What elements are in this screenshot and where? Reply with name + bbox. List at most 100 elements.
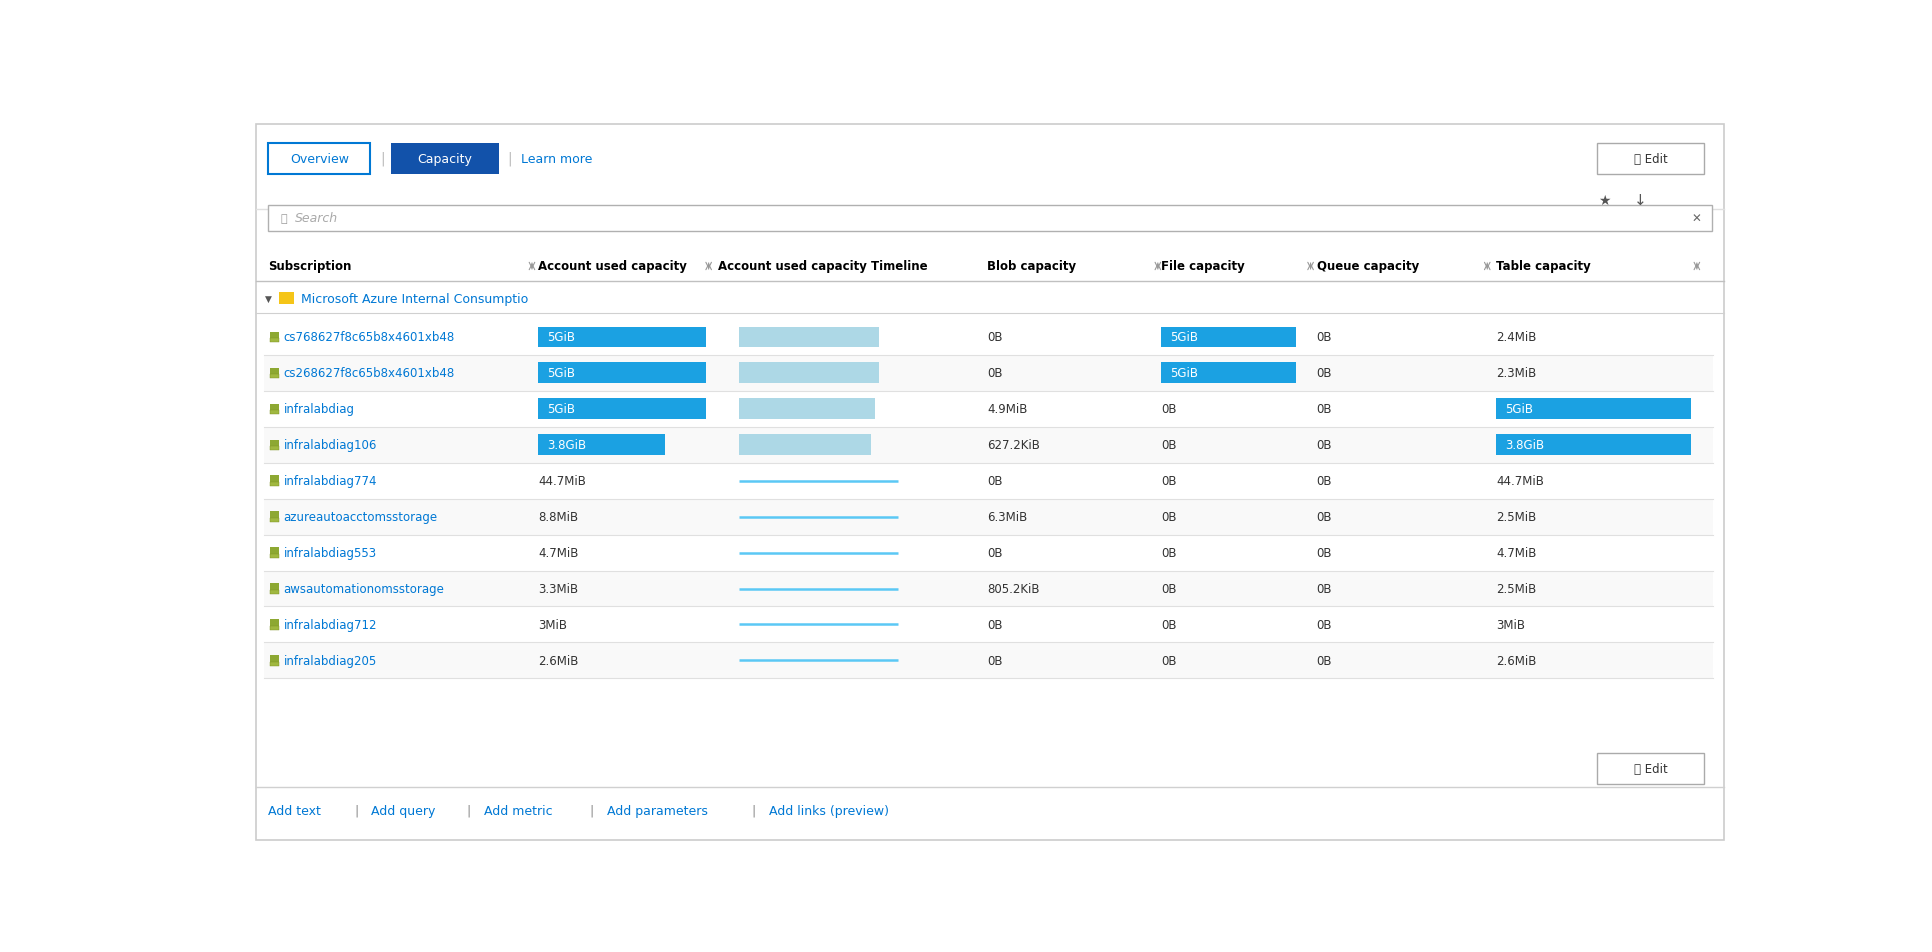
Bar <box>265 535 1714 571</box>
Text: 0B: 0B <box>1161 510 1177 524</box>
Text: 2.6MiB: 2.6MiB <box>1495 654 1536 667</box>
Bar <box>270 339 278 343</box>
Text: |: | <box>585 804 599 817</box>
Text: 5GiB: 5GiB <box>1171 367 1198 380</box>
Bar <box>537 327 705 347</box>
Bar <box>265 499 1714 535</box>
Text: 0B: 0B <box>1316 654 1331 667</box>
Text: 2.5MiB: 2.5MiB <box>1495 583 1536 595</box>
Bar <box>270 547 278 558</box>
Text: 0B: 0B <box>1316 367 1331 380</box>
Text: 5GiB: 5GiB <box>1171 331 1198 344</box>
Text: 3.3MiB: 3.3MiB <box>537 583 578 595</box>
Text: 0B: 0B <box>987 546 1003 560</box>
Text: 6.3MiB: 6.3MiB <box>987 510 1028 524</box>
Bar <box>270 554 278 558</box>
Text: 2.6MiB: 2.6MiB <box>537 654 578 667</box>
Bar <box>265 606 1714 643</box>
Bar <box>270 375 278 379</box>
Text: 2.5MiB: 2.5MiB <box>1495 510 1536 524</box>
Bar <box>265 571 1714 606</box>
Text: 44.7MiB: 44.7MiB <box>537 475 585 487</box>
Text: 0B: 0B <box>1161 475 1177 487</box>
Text: ↓: ↓ <box>1634 193 1646 208</box>
Text: 44.7MiB: 44.7MiB <box>1495 475 1544 487</box>
Text: 0B: 0B <box>987 618 1003 631</box>
Text: 0B: 0B <box>1316 439 1331 451</box>
Bar <box>270 483 278 486</box>
Bar <box>270 620 278 630</box>
Text: azureautoacctomsstorage: azureautoacctomsstorage <box>284 510 437 524</box>
Text: 8.8MiB: 8.8MiB <box>537 510 578 524</box>
Bar <box>269 206 1712 231</box>
Bar <box>270 626 278 630</box>
Text: Add metric: Add metric <box>485 804 553 817</box>
Bar <box>270 410 278 414</box>
Text: Learn more: Learn more <box>522 152 593 166</box>
Bar <box>738 327 879 347</box>
Text: |: | <box>350 804 363 817</box>
Text: 4.7MiB: 4.7MiB <box>1495 546 1536 560</box>
Bar <box>1596 144 1704 174</box>
Bar <box>265 320 1714 355</box>
Text: 0B: 0B <box>987 654 1003 667</box>
Bar <box>1495 399 1690 420</box>
Bar <box>390 144 498 174</box>
Text: 2.3MiB: 2.3MiB <box>1495 367 1536 380</box>
Text: cs768627f8c65b8x4601xb48: cs768627f8c65b8x4601xb48 <box>284 331 454 344</box>
Text: 0B: 0B <box>987 331 1003 344</box>
Text: |: | <box>748 804 761 817</box>
Text: 5GiB: 5GiB <box>547 403 576 416</box>
Text: 0B: 0B <box>1161 439 1177 451</box>
Text: 0B: 0B <box>1316 403 1331 416</box>
Bar <box>270 656 278 665</box>
Text: |: | <box>464 804 475 817</box>
Bar <box>265 464 1714 499</box>
Text: 805.2KiB: 805.2KiB <box>987 583 1039 595</box>
Text: 5GiB: 5GiB <box>547 367 576 380</box>
Text: ⎕ Edit: ⎕ Edit <box>1634 152 1667 166</box>
Text: ⎕ Edit: ⎕ Edit <box>1634 763 1667 775</box>
Bar <box>265 355 1714 391</box>
Bar <box>265 427 1714 464</box>
Text: awsautomationomsstorage: awsautomationomsstorage <box>284 583 444 595</box>
Bar <box>270 512 278 523</box>
Text: 0B: 0B <box>1161 618 1177 631</box>
Text: Table capacity: Table capacity <box>1495 260 1590 273</box>
Text: 3.8GiB: 3.8GiB <box>547 439 585 451</box>
Text: 0B: 0B <box>1316 331 1331 344</box>
Bar <box>1161 363 1296 384</box>
Text: Search: Search <box>296 212 338 226</box>
Bar <box>269 144 371 174</box>
Bar <box>270 332 278 343</box>
Text: 0B: 0B <box>1316 475 1331 487</box>
Text: 0B: 0B <box>1316 510 1331 524</box>
Text: Capacity: Capacity <box>417 152 473 166</box>
Bar <box>278 293 294 305</box>
Text: 🔍: 🔍 <box>280 213 288 224</box>
Bar <box>537 399 705 420</box>
Bar <box>270 405 278 414</box>
Bar <box>1596 753 1704 784</box>
Text: infralabdiag774: infralabdiag774 <box>284 475 377 487</box>
Bar <box>270 446 278 450</box>
Text: Add parameters: Add parameters <box>607 804 707 817</box>
Text: Overview: Overview <box>290 152 350 166</box>
Text: 3MiB: 3MiB <box>537 618 566 631</box>
Text: 0B: 0B <box>1316 546 1331 560</box>
Text: 0B: 0B <box>987 475 1003 487</box>
Text: 0B: 0B <box>1316 583 1331 595</box>
Bar <box>270 476 278 486</box>
Bar <box>270 368 278 379</box>
Text: 3.8GiB: 3.8GiB <box>1505 439 1544 451</box>
Text: infralabdiag106: infralabdiag106 <box>284 439 377 451</box>
Bar <box>270 590 278 594</box>
Bar <box>1495 435 1690 455</box>
Bar <box>738 399 875 420</box>
Text: 0B: 0B <box>1161 403 1177 416</box>
Text: 0B: 0B <box>987 367 1003 380</box>
Text: 0B: 0B <box>1161 654 1177 667</box>
Bar <box>1161 327 1296 347</box>
Text: 0B: 0B <box>1161 546 1177 560</box>
Bar <box>537 363 705 384</box>
